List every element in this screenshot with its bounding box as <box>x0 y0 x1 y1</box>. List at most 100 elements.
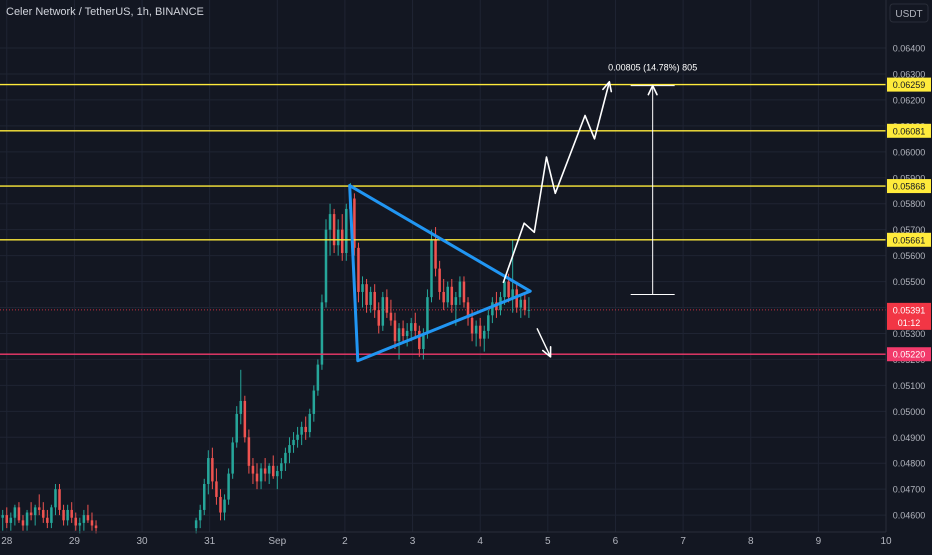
candle-body <box>239 400 243 414</box>
candle-body <box>487 315 490 331</box>
candle <box>194 517 198 534</box>
level-price-tag-bg <box>887 232 931 247</box>
x-tick-label: 9 <box>816 536 822 547</box>
candle-body <box>438 268 441 292</box>
candle-body <box>231 442 234 474</box>
current-price-tag: 0.05391 01:12 <box>887 302 931 330</box>
candle <box>13 504 17 526</box>
x-tick-label: Sep <box>268 536 286 547</box>
y-tick-label: 0.04900 <box>893 433 926 443</box>
level-price-tag: 0.05661 <box>887 232 931 247</box>
candle <box>251 458 255 484</box>
candle-body <box>397 328 401 342</box>
currency-badge[interactable]: USDT <box>889 3 929 23</box>
candle <box>446 281 449 308</box>
chart-title: Celer Network / TetherUS, 1h, BINANCE <box>6 6 204 18</box>
candle <box>401 320 405 344</box>
candle-body <box>207 458 210 484</box>
grid-layer <box>0 0 887 532</box>
candle-body <box>86 515 90 521</box>
candle <box>385 289 389 318</box>
candle <box>1 509 4 531</box>
candle-body <box>74 517 78 526</box>
candle-body <box>523 299 527 311</box>
time-axis[interactable]: 28 29 30 31 Sep 2 3 4 5 6 7 8 9 10 <box>1 536 892 547</box>
candle <box>332 208 336 254</box>
candle-body <box>511 289 514 298</box>
candle <box>308 408 312 438</box>
candle <box>418 325 421 357</box>
level-price-tag: 0.05868 <box>887 179 931 194</box>
x-tick-label: 4 <box>477 536 483 547</box>
candle-body <box>308 413 312 433</box>
x-tick-label: 6 <box>613 536 619 547</box>
candle-body <box>503 281 506 298</box>
candle <box>231 437 234 479</box>
candle <box>300 421 303 446</box>
candle-body <box>430 240 433 298</box>
candle <box>377 302 381 334</box>
x-tick-label: 29 <box>69 536 81 547</box>
candle <box>259 463 263 490</box>
candle <box>37 494 41 516</box>
candle <box>227 468 230 505</box>
y-tick-label: 0.04600 <box>893 511 926 521</box>
candle-body <box>385 297 389 313</box>
candle <box>527 297 531 318</box>
candle <box>276 465 279 490</box>
measure-label: 0.00805 (14.78%) 805 <box>608 63 697 73</box>
candle-body <box>259 468 263 482</box>
candle-body <box>332 214 336 246</box>
y-tick-label: 0.05300 <box>893 329 926 339</box>
y-tick-label: 0.06300 <box>893 69 926 79</box>
candle-body <box>62 509 65 521</box>
y-tick-label: 0.05000 <box>893 407 926 417</box>
level-price-tag: 0.06259 <box>887 77 931 92</box>
candle-body <box>418 330 421 350</box>
y-tick-label: 0.06000 <box>893 147 926 157</box>
candle-body <box>491 302 494 316</box>
candle <box>381 291 385 331</box>
candle-body <box>470 317 474 334</box>
candle <box>50 504 53 529</box>
candle <box>29 502 33 521</box>
candle-body <box>267 465 271 474</box>
candle-body <box>393 320 397 342</box>
y-tick-label: 0.06400 <box>893 44 926 54</box>
y-tick-label: 0.04800 <box>893 459 926 469</box>
y-tick-label: 0.05900 <box>893 173 926 183</box>
candle-body <box>78 522 82 526</box>
x-tick-label: 7 <box>680 536 686 547</box>
x-tick-label: 3 <box>410 536 416 547</box>
candle-body <box>21 520 25 526</box>
candle-body <box>42 509 45 518</box>
current-price-tag-bg <box>887 302 931 330</box>
projection-up-arrowhead <box>602 80 613 93</box>
candle <box>357 242 360 303</box>
candle-body <box>198 509 202 521</box>
candle <box>458 276 462 305</box>
y-tick-label: 0.05100 <box>893 381 926 391</box>
candle <box>466 297 470 326</box>
level-price-tag-bg <box>887 77 931 92</box>
candle <box>82 509 86 531</box>
level-price-tag-text: 0.06081 <box>893 126 926 136</box>
candle <box>320 294 324 370</box>
candle <box>5 507 9 529</box>
candle-body <box>227 473 230 500</box>
candle <box>304 416 307 440</box>
candle-body <box>90 520 94 526</box>
candle <box>215 468 218 505</box>
y-tick-label: 0.05800 <box>893 199 926 209</box>
candle <box>491 297 494 324</box>
candle-body <box>507 281 510 298</box>
level-price-tag-text: 0.05868 <box>893 182 926 192</box>
candle-body <box>255 473 259 482</box>
candle-body <box>300 426 303 435</box>
candle-body <box>219 496 222 513</box>
candle <box>280 458 283 479</box>
candle <box>389 299 393 326</box>
candle-body <box>414 323 417 331</box>
